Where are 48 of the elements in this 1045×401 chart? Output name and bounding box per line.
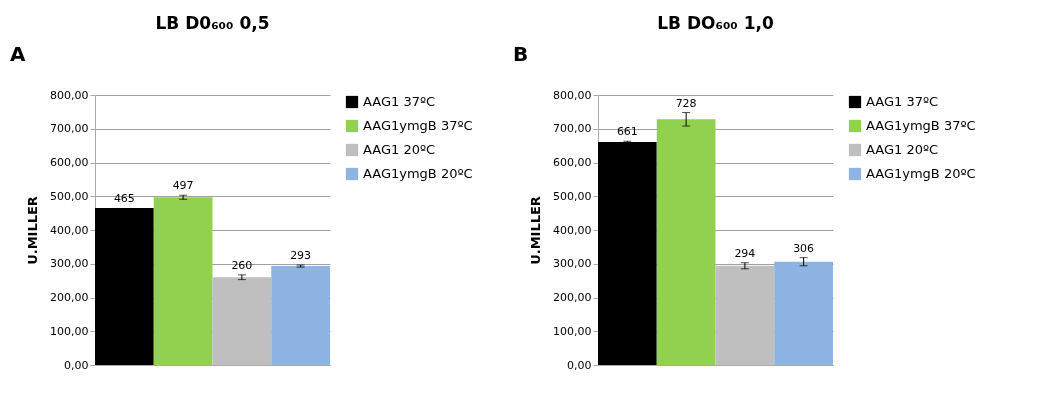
bar bbox=[95, 208, 154, 365]
bar bbox=[715, 265, 775, 365]
y-tick-label: 800,00 bbox=[553, 88, 592, 102]
y-tick-label: 100,00 bbox=[50, 324, 89, 338]
y-tick-label: 400,00 bbox=[553, 223, 592, 237]
legend-label: AAG1 37ºC bbox=[363, 94, 436, 109]
y-tick-label: 700,00 bbox=[553, 122, 592, 136]
y-tick-label: 700,00 bbox=[50, 122, 89, 136]
y-tick-label: 0,00 bbox=[64, 358, 89, 372]
legend-label: AAG1ymgB 20ºC bbox=[866, 166, 976, 181]
text: A bbox=[10, 42, 26, 66]
data-label: 293 bbox=[290, 249, 312, 263]
bar bbox=[212, 277, 272, 365]
data-label: 260 bbox=[231, 258, 253, 272]
legend-label: AAG1ymgB 37ºC bbox=[866, 118, 976, 133]
data-label: 465 bbox=[113, 192, 135, 206]
legend-label: AAG1ymgB 20ºC bbox=[363, 166, 473, 181]
bar bbox=[774, 261, 833, 365]
y-tick-label: 800,00 bbox=[50, 88, 89, 102]
y-tick-label: 200,00 bbox=[50, 291, 89, 304]
legend-label: AAG1ymgB 37ºC bbox=[363, 118, 473, 133]
y-tick-label: 300,00 bbox=[50, 257, 89, 271]
y-tick-label: 400,00 bbox=[50, 223, 89, 237]
text: B bbox=[513, 42, 529, 66]
bar bbox=[656, 119, 716, 365]
y-tick-label: 0,00 bbox=[567, 358, 592, 372]
y-tick-label: 500,00 bbox=[50, 189, 89, 203]
y-axis-title: U.MILLER bbox=[25, 196, 41, 265]
bar bbox=[153, 197, 213, 365]
bar bbox=[271, 266, 330, 365]
y-tick-label: 600,00 bbox=[50, 156, 89, 169]
legend-label: AAG1 20ºC bbox=[866, 142, 939, 157]
y-tick-label: 600,00 bbox=[553, 156, 592, 169]
y-tick-label: 200,00 bbox=[553, 291, 592, 304]
bar bbox=[598, 141, 657, 365]
data-label: 728 bbox=[675, 96, 697, 110]
y-tick-label: 500,00 bbox=[553, 189, 592, 203]
data-label: 294 bbox=[734, 246, 756, 260]
y-tick-label: 100,00 bbox=[553, 324, 592, 338]
y-tick-label: 300,00 bbox=[553, 257, 592, 271]
chart-title: LB DO₆₀₀ 1,0 bbox=[657, 13, 774, 33]
data-label: 497 bbox=[172, 179, 194, 193]
y-axis-title: U.MILLER bbox=[528, 196, 544, 265]
legend-label: AAG1 20ºC bbox=[363, 142, 436, 157]
legend-label: AAG1 37ºC bbox=[866, 94, 939, 109]
chart-title: LB D0₆₀₀ 0,5 bbox=[155, 13, 270, 33]
data-label: 306 bbox=[793, 241, 815, 255]
data-label: 661 bbox=[616, 125, 638, 139]
